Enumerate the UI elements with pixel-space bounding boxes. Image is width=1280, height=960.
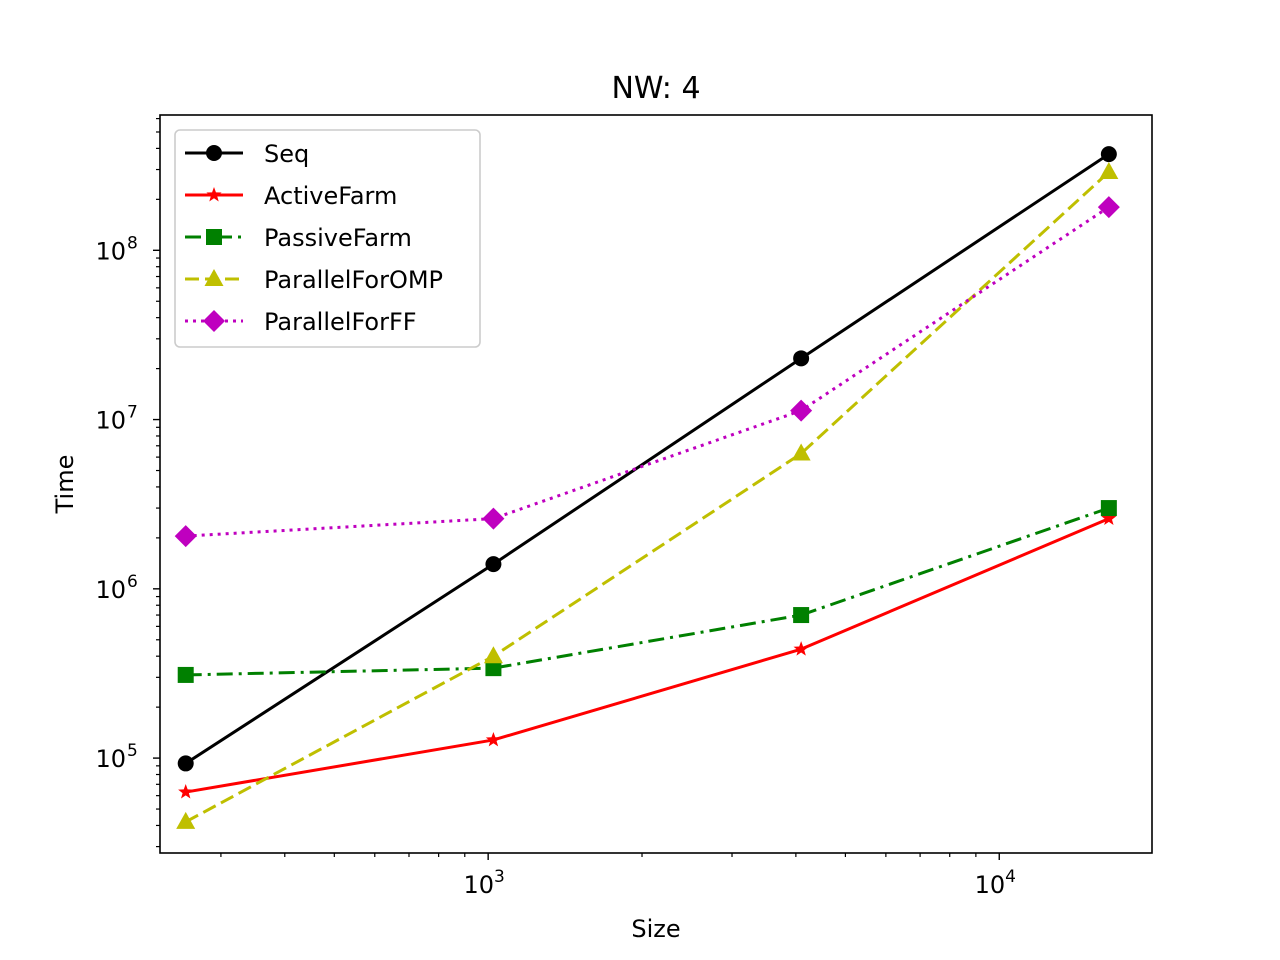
legend-marker-parallelforomp (204, 269, 224, 286)
y-tick-exponent: 6 (127, 572, 138, 592)
legend-label-passivefarm: PassiveFarm (264, 224, 412, 252)
y-tick-exponent: 8 (127, 233, 138, 253)
legend-label-parallelforomp: ParallelForOMP (264, 266, 443, 294)
y-tick-exponent: 7 (127, 403, 138, 423)
data-point-passivefarm (177, 666, 194, 683)
data-point-seq (177, 755, 194, 772)
axes-frame (159, 114, 1153, 854)
legend-label-parallelforff: ParallelForFF (264, 308, 417, 336)
data-point-passivefarm (1100, 500, 1117, 517)
data-point-parallelforff (174, 525, 197, 548)
data-point-parallelforff (1097, 196, 1120, 219)
series-line-parallelforff (185, 205, 1110, 538)
y-tick-label: 10 (95, 237, 126, 265)
data-point-activefarm (178, 784, 194, 799)
y-tick-label: 10 (95, 576, 126, 604)
data-point-parallelforomp (1099, 162, 1119, 180)
data-point-activefarm (793, 641, 809, 656)
y-tick-label: 10 (95, 745, 126, 773)
data-point-passivefarm (485, 660, 502, 677)
x-tick-exponent: 4 (1005, 867, 1016, 887)
data-point-parallelforomp (176, 811, 196, 829)
series-line-seq (184, 152, 1110, 765)
legend-marker-passivefarm (206, 229, 222, 245)
data-point-parallelforomp (483, 646, 503, 664)
data-point-parallelforff (482, 507, 505, 530)
y-tick-exponent: 5 (127, 741, 138, 761)
x-axis-label: Size (631, 915, 680, 943)
legend-label-activefarm: ActiveFarm (264, 182, 397, 210)
x-tick-exponent: 3 (494, 867, 505, 887)
y-axis-label: Time (51, 455, 79, 515)
legend-marker-activefarm (206, 187, 222, 202)
data-point-activefarm (485, 731, 502, 747)
plot-area (174, 146, 1120, 829)
data-point-seq (793, 350, 810, 367)
legend-box (174, 129, 481, 348)
data-point-seq (485, 556, 502, 573)
data-point-parallelforomp (791, 443, 811, 461)
data-point-parallelforff (790, 399, 813, 422)
legend-label-seq: Seq (264, 140, 309, 168)
series-line-passivefarm (185, 506, 1110, 677)
legend-marker-seq (206, 145, 222, 161)
series-line-activefarm (185, 517, 1110, 794)
data-point-seq (1100, 146, 1117, 163)
data-point-activefarm (1101, 510, 1117, 526)
legend: Seq ActiveFarm PassiveFarm ParallelForOMP Pa… (174, 129, 481, 348)
legend-marker-parallelforff (203, 310, 225, 332)
data-point-passivefarm (793, 607, 810, 624)
y-tick-label: 10 (95, 407, 126, 435)
series-line-parallelforomp (184, 170, 1110, 824)
chart-title: NW: 4 (611, 71, 700, 106)
